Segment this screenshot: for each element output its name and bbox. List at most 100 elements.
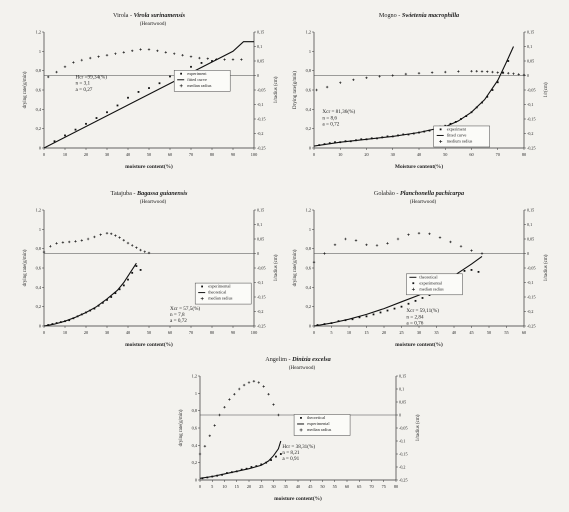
x-tick-label: 80 (210, 152, 214, 157)
legend-label: fitted curve (187, 77, 207, 82)
y2-tick-label: -0,05 (257, 266, 266, 272)
legend-label: theoretical (419, 274, 438, 279)
y2-axis-label: 1/radius (cm) (544, 254, 549, 281)
y2-tick-label: 0,15 (257, 30, 264, 36)
radius-point (375, 244, 379, 247)
radius-point (55, 70, 58, 74)
radius-point (223, 406, 226, 409)
y-axis-label: drying rate(g/min) (23, 71, 28, 108)
y-tick-label: 0 (39, 324, 41, 329)
data-point (106, 111, 108, 114)
legend-swatch (439, 139, 443, 143)
y-axis-label: Drying rate(g/min) (293, 71, 298, 109)
fit-parameter: Hcr = 38,31(%) (282, 443, 315, 450)
data-point (97, 304, 100, 307)
y2-tick-label: -0,1 (399, 439, 405, 445)
radius-point (475, 69, 478, 73)
legend-box (406, 273, 463, 296)
radius-point (272, 403, 275, 406)
data-point (95, 117, 98, 119)
x-tick-label: 20 (364, 152, 368, 157)
y-axis-label: drying rate(g/min) (23, 249, 28, 286)
x-tick-label: 60 (345, 484, 349, 489)
radius-point (131, 49, 134, 53)
x-tick-label: 5 (211, 484, 213, 489)
radius-point (428, 232, 431, 235)
data-point (351, 318, 354, 321)
data-point (216, 474, 219, 477)
chart-subtitle: (Heartwood) (140, 20, 167, 27)
radius-point (491, 70, 494, 74)
radius-point (496, 71, 499, 74)
radius-point (444, 70, 447, 74)
radius-point (512, 72, 515, 75)
radius-point (404, 72, 408, 76)
y2-tick-label: -0,15 (257, 117, 266, 123)
x-tick-label: 70 (189, 152, 193, 157)
data-point (477, 270, 480, 273)
radius-point (68, 240, 71, 244)
y2-tick-label: 0 (399, 413, 401, 418)
y2-tick-label: -0,05 (527, 266, 536, 272)
fit-parameter: a = 0,72 (322, 122, 339, 128)
data-point (190, 65, 192, 68)
radius-point (181, 54, 184, 57)
radius-point (354, 239, 358, 242)
x-tick-label: 40 (126, 152, 130, 157)
radius-point (203, 445, 207, 448)
data-point (55, 322, 58, 324)
radius-point (105, 54, 109, 57)
legend-label: experimental (419, 280, 442, 285)
radius-point (277, 413, 280, 417)
radius-point (215, 58, 218, 61)
radius-point (110, 232, 113, 235)
radius-point (486, 70, 489, 73)
y-tick-label: 0,4 (36, 107, 42, 113)
data-point (463, 270, 466, 272)
chart-title: Golabão - Planchonella pachicarpa (374, 190, 464, 197)
radius-point (139, 248, 142, 252)
x-tick-label: 10 (63, 152, 67, 157)
y2-tick-label: 0,15 (527, 208, 534, 214)
data-point (391, 135, 394, 138)
radius-point (114, 52, 117, 55)
x-tick-label: 25 (259, 484, 263, 489)
y2-tick-label: 0 (257, 73, 259, 78)
data-point (407, 133, 410, 136)
y-tick-label: 0,4 (306, 107, 312, 113)
data-point (72, 317, 75, 320)
data-point (323, 143, 326, 146)
legend-label: theoretical (307, 415, 326, 420)
chart-title: Virola - Virola surinamensis (113, 12, 186, 19)
y-tick-label: 0,6 (192, 426, 198, 432)
data-point (169, 75, 171, 78)
radius-point (240, 58, 243, 61)
y2-tick-label: 0,1 (527, 44, 532, 50)
x-tick-label: 55 (333, 484, 337, 489)
fit-parameter: n = 2,84 (406, 314, 424, 320)
radius-point (55, 242, 58, 245)
y2-tick-label: -0,15 (257, 295, 266, 301)
data-point (412, 132, 415, 135)
data-point (206, 476, 209, 479)
radius-point (262, 385, 265, 388)
x-tick-label: 40 (126, 330, 130, 335)
x-tick-label: 60 (168, 330, 172, 335)
y2-tick-label: -0,15 (527, 295, 536, 301)
y-tick-label: 0,8 (36, 68, 41, 74)
y2-tick-label: 0 (527, 73, 529, 78)
x-tick-label: 25 (399, 330, 403, 335)
legend-swatch (200, 297, 204, 301)
fit-parameter: a = 0,27 (76, 87, 93, 93)
data-point (139, 269, 142, 271)
x-tick-label: 15 (235, 484, 239, 489)
radius-point (457, 70, 460, 73)
data-point (481, 101, 483, 104)
y2-axis-label: 1/r(cm) (544, 82, 549, 97)
radius-point (325, 85, 329, 89)
radius-point (323, 252, 326, 255)
x-tick-label: 10 (63, 330, 67, 335)
legend-swatch (201, 285, 203, 288)
legend-swatch (300, 416, 302, 419)
y2-tick-label: 0,1 (257, 222, 262, 228)
